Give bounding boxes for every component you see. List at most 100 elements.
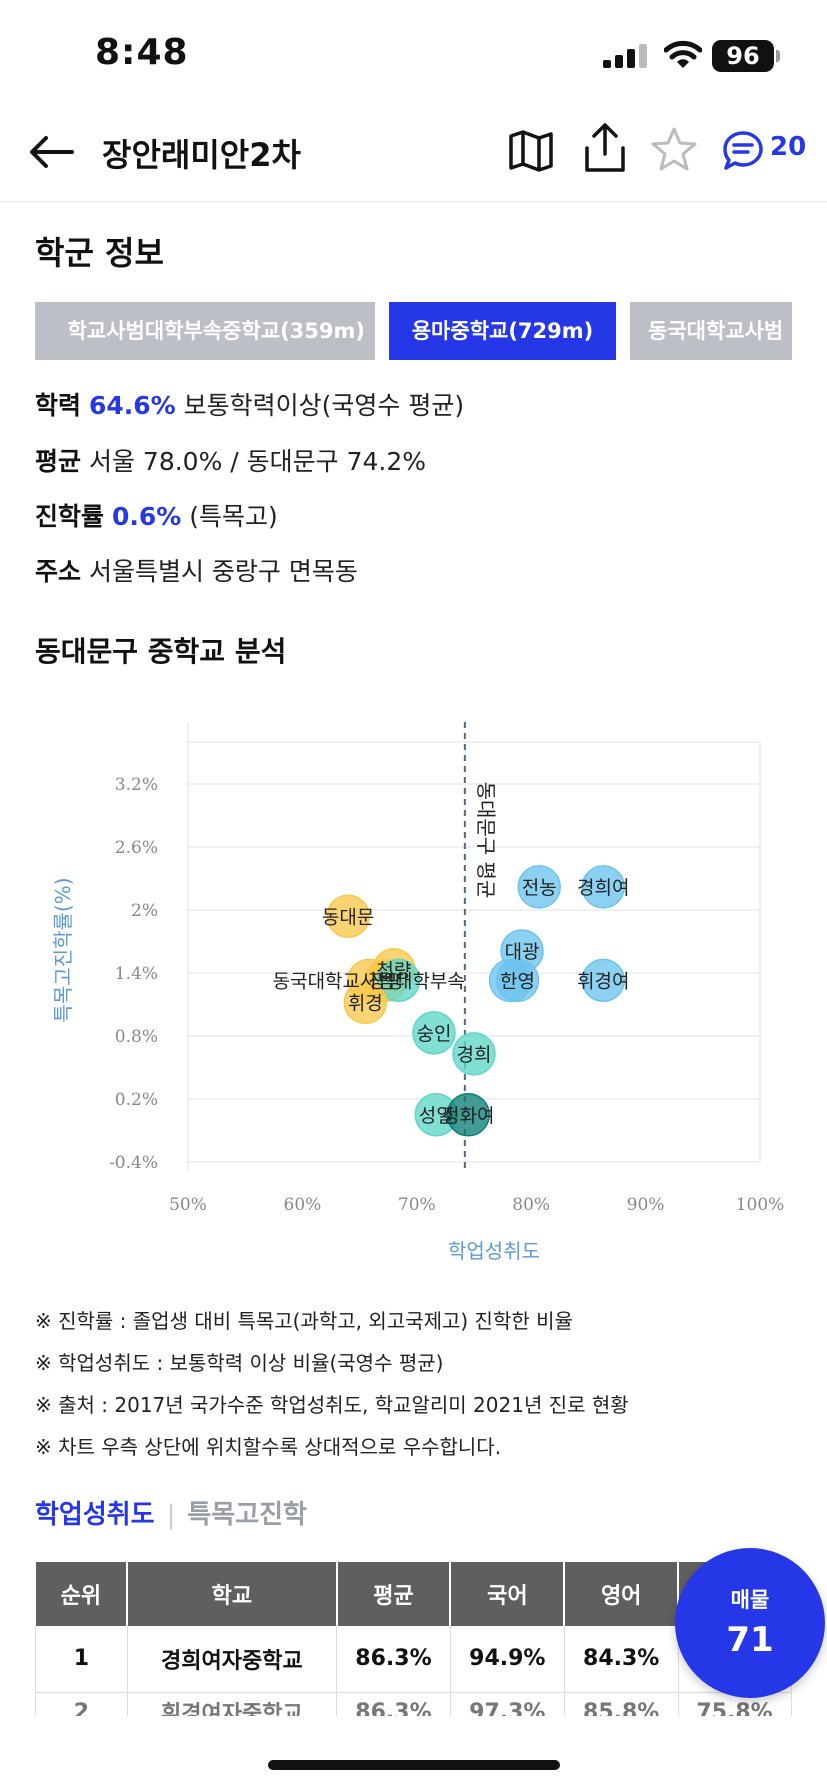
x-tick-label: 80%	[512, 1195, 550, 1215]
section-title: 학군 정보	[35, 234, 164, 272]
col-school: 학교	[127, 1562, 338, 1626]
back-arrow-icon[interactable]	[26, 130, 76, 174]
listing-label: 매물	[730, 1588, 770, 1612]
note: ※ 학업성취도 : 보통학력 이상 비율(국영수 평균)	[35, 1351, 444, 1375]
data-point	[581, 958, 626, 1003]
col-korean: 국어	[450, 1562, 566, 1626]
y-tick-label: -0.4%	[109, 1153, 158, 1173]
cell-average: 86.3%	[336, 1626, 451, 1693]
data-point-label: 경희여	[577, 877, 629, 899]
x-tick-label: 90%	[627, 1195, 665, 1215]
data-point	[517, 865, 561, 909]
data-point-label: 동대문	[322, 906, 374, 928]
tab-academic-achievement[interactable]: 학업성취도	[35, 1500, 155, 1530]
academic-desc: 보통학력이상(국영수 평균)	[183, 391, 465, 420]
comment-count[interactable]: 20	[770, 132, 807, 162]
academic-info: 학력 64.6% 보통학력이상(국영수 평균)	[35, 386, 464, 422]
status-bar: 8:48 96	[0, 0, 827, 110]
map-icon[interactable]	[508, 128, 554, 174]
average-info: 평균 서울 78.0% / 동대문구 74.2%	[35, 442, 426, 478]
col-rank: 순위	[35, 1562, 129, 1626]
school-tab[interactable]: 학교사범대학부속중학교(359m)	[35, 302, 375, 360]
data-point	[376, 958, 421, 1003]
data-point	[446, 1093, 491, 1137]
comment-icon[interactable]	[722, 130, 764, 172]
notes: ※ 진학률 : 졸업생 대비 특목고(과학고, 외고국제고) 진학한 비율 ※ …	[35, 1300, 795, 1468]
col-average: 평균	[336, 1562, 452, 1626]
y-tick-label: 2%	[131, 901, 158, 921]
x-tick-label: 100%	[736, 1195, 785, 1215]
cell-english: 84.3%	[564, 1626, 679, 1693]
note: ※ 출처 : 2017년 국가수준 학업성취도, 학교알리미 2021년 진로 …	[35, 1393, 629, 1417]
address-info: 주소 서울특별시 중랑구 면목동	[35, 552, 358, 588]
data-point-label: 전농	[522, 877, 557, 899]
cell-school: 경희여자중학교	[127, 1626, 338, 1693]
page-title: 장안래미안2차	[102, 136, 301, 174]
table-row[interactable]: 1 경희여자중학교 86.3% 94.9% 84.3% 79.7%	[35, 1626, 792, 1693]
advance-value: 0.6%	[111, 502, 182, 531]
average-value: 서울 78.0% / 동대문구 74.2%	[88, 447, 427, 476]
data-point-label: 휘경여	[577, 970, 629, 992]
address-label: 주소	[35, 557, 82, 586]
school-tabs: 학교사범대학부속중학교(359m) 용마중학교(729m) 동국대학교사범	[35, 302, 792, 360]
favorite-star-icon[interactable]	[650, 126, 698, 174]
data-point	[581, 865, 626, 909]
address-value: 서울특별시 중랑구 면목동	[88, 557, 358, 586]
status-time: 8:48	[95, 32, 189, 73]
cellular-signal-icon	[603, 44, 647, 68]
school-tab[interactable]: 동국대학교사범	[630, 302, 792, 360]
data-point-label: 숭인	[416, 1023, 451, 1045]
tab-separator: |	[166, 1500, 176, 1530]
note: ※ 차트 우측 상단에 위치할수록 상대적으로 우수합니다.	[35, 1435, 502, 1459]
data-point	[452, 1032, 496, 1076]
data-point-label: 한영	[500, 970, 535, 992]
battery-tip	[776, 50, 780, 62]
x-axis-label: 학업성취도	[448, 1239, 540, 1263]
y-tick-label: 1.4%	[115, 964, 158, 984]
scroll-clip	[0, 1716, 827, 1788]
x-tick-label: 60%	[284, 1195, 322, 1215]
nav-bar: 장안래미안2차 20	[0, 110, 827, 202]
battery-indicator: 96	[712, 40, 774, 72]
listing-count: 71	[726, 1620, 774, 1660]
note: ※ 진학률 : 졸업생 대비 특목고(과학고, 외고국제고) 진학한 비율	[35, 1309, 573, 1333]
reference-line-label: 동대문구 평균	[474, 782, 498, 899]
academic-value: 64.6%	[88, 391, 176, 420]
wifi-icon	[664, 40, 702, 68]
y-axis-label: 특목고진학률(%)	[51, 877, 75, 1022]
plot-area	[187, 741, 761, 1163]
x-tick-label: 70%	[398, 1195, 436, 1215]
data-point-label: 성일	[419, 1105, 454, 1127]
data-point	[326, 894, 370, 939]
home-indicator[interactable]	[268, 1760, 560, 1770]
cell-rank: 1	[35, 1626, 128, 1693]
x-tick-label: 50%	[169, 1195, 207, 1215]
listing-count-button[interactable]: 매물 71	[675, 1548, 825, 1698]
data-point-label: 대광	[505, 941, 540, 963]
data-point	[495, 958, 540, 1003]
scatter-chart: 3.2% 2.6% 2% 1.4% 0.8% 0.2% -0.4% 50% 60% 70% 80% 9…	[51, 722, 785, 1263]
academic-label: 학력	[35, 391, 82, 420]
y-tick-label: 3.2%	[115, 775, 158, 795]
share-icon[interactable]	[582, 122, 628, 174]
ranking-tabs: 학업성취도 | 특목고진학	[35, 1494, 307, 1531]
y-tick-label: 0.8%	[115, 1027, 158, 1047]
advance-desc: (특목고)	[189, 502, 278, 531]
data-point-label: 동국대학교사범대학부속	[273, 970, 465, 992]
advance-label: 진학률	[35, 502, 105, 531]
tab-special-school[interactable]: 특목고진학	[187, 1500, 307, 1530]
y-tick-label: 2.6%	[115, 838, 158, 858]
y-tick-label: 0.2%	[115, 1090, 158, 1110]
school-tab-active[interactable]: 용마중학교(729m)	[389, 302, 616, 360]
data-point-label: 휘경	[348, 992, 383, 1014]
advance-info: 진학률 0.6% (특목고)	[35, 497, 278, 533]
data-point-label: 경희	[457, 1044, 492, 1066]
average-label: 평균	[35, 447, 82, 476]
data-point-label: 청량	[376, 960, 411, 982]
data-point-label: 장평	[368, 970, 403, 992]
analysis-title: 동대문구 중학교 분석	[35, 635, 287, 668]
data-point-label: 정화여	[442, 1105, 494, 1127]
cell-korean: 94.9%	[450, 1626, 565, 1693]
col-english: 영어	[564, 1562, 680, 1626]
data-point	[343, 980, 388, 1025]
